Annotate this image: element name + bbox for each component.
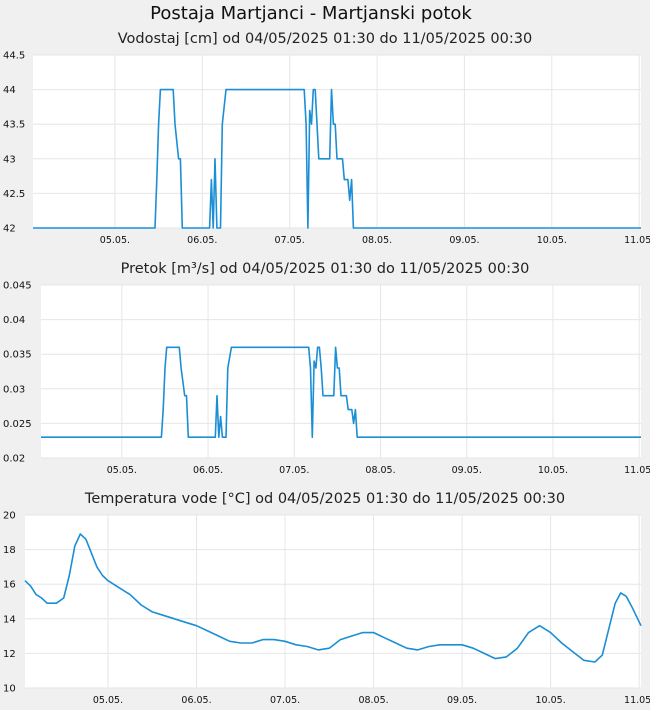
x-tick-label: 09.05. <box>452 465 482 476</box>
y-tick-label: 44 <box>3 85 16 96</box>
x-tick-label: 05.05. <box>100 235 130 246</box>
y-tick-label: 0.045 <box>3 281 32 292</box>
y-tick-label: 0.025 <box>3 419 32 430</box>
x-tick-label: 11.05. <box>624 235 650 246</box>
x-tick-label: 09.05. <box>449 235 479 246</box>
x-tick-label: 10.05. <box>536 695 566 706</box>
x-tick-label: 07.05. <box>270 695 300 706</box>
y-tick-label: 0.03 <box>3 384 25 395</box>
y-tick-label: 10 <box>3 684 16 695</box>
chart-title-vodostaj: Vodostaj [cm] od 04/05/2025 01:30 do 11/… <box>117 31 533 47</box>
x-tick-label: 06.05. <box>187 235 217 246</box>
x-tick-label: 11.05. <box>624 695 650 706</box>
x-tick-label: 05.05. <box>107 465 137 476</box>
x-tick-label: 07.05. <box>279 465 309 476</box>
x-tick-label: 08.05. <box>365 465 395 476</box>
y-tick-label: 42.5 <box>3 189 25 200</box>
plot-area <box>25 515 641 688</box>
chart-title-temperatura: Temperatura vode [°C] od 04/05/2025 01:3… <box>84 491 566 507</box>
y-tick-label: 20 <box>3 511 16 522</box>
x-tick-label: 09.05. <box>447 695 477 706</box>
x-tick-label: 10.05. <box>537 235 567 246</box>
plot-vodostaj: 42 42.5 43 43.5 44 44.5 05.05. 06.05. 07.05. 08.0… <box>3 51 650 247</box>
x-tick-label: 08.05. <box>358 695 388 706</box>
plot-area <box>33 55 641 228</box>
y-tick-label: 16 <box>3 580 16 591</box>
x-tick-label: 06.05. <box>193 465 223 476</box>
series-line-pretok <box>41 346 641 439</box>
series-line-vodostaj <box>33 88 641 229</box>
x-tick-label: 07.05. <box>275 235 305 246</box>
series-line-temperatura <box>24 533 642 663</box>
y-tick-label: 0.035 <box>3 350 32 361</box>
y-tick-label: 42 <box>3 224 16 235</box>
plot-pretok: 0.02 0.025 0.03 0.035 0.04 0.045 05.05. 06.05. 0… <box>3 281 650 477</box>
x-tick-label: 05.05. <box>93 695 123 706</box>
chart-title-pretok: Pretok [m³/s] od 04/05/2025 01:30 do 11/… <box>120 261 530 277</box>
plot-area <box>41 285 641 458</box>
plot-temperatura: 10 12 14 16 18 20 05.05. 06.05. 07.05. 08.05. 09.0… <box>3 511 650 707</box>
page-title: Postaja Martjanci - Martjanski potok <box>150 3 472 24</box>
x-tick-label: 11.05. <box>624 465 650 476</box>
y-tick-label: 43.5 <box>3 120 25 131</box>
y-tick-label: 14 <box>3 614 16 625</box>
x-tick-label: 08.05. <box>362 235 392 246</box>
y-tick-label: 43 <box>3 154 16 165</box>
y-tick-label: 12 <box>3 649 16 660</box>
x-tick-label: 10.05. <box>538 465 568 476</box>
x-tick-label: 06.05. <box>181 695 211 706</box>
y-tick-label: 0.02 <box>3 454 25 465</box>
y-tick-label: 44.5 <box>3 51 25 62</box>
y-tick-label: 18 <box>3 545 16 556</box>
y-tick-label: 0.04 <box>3 315 25 326</box>
